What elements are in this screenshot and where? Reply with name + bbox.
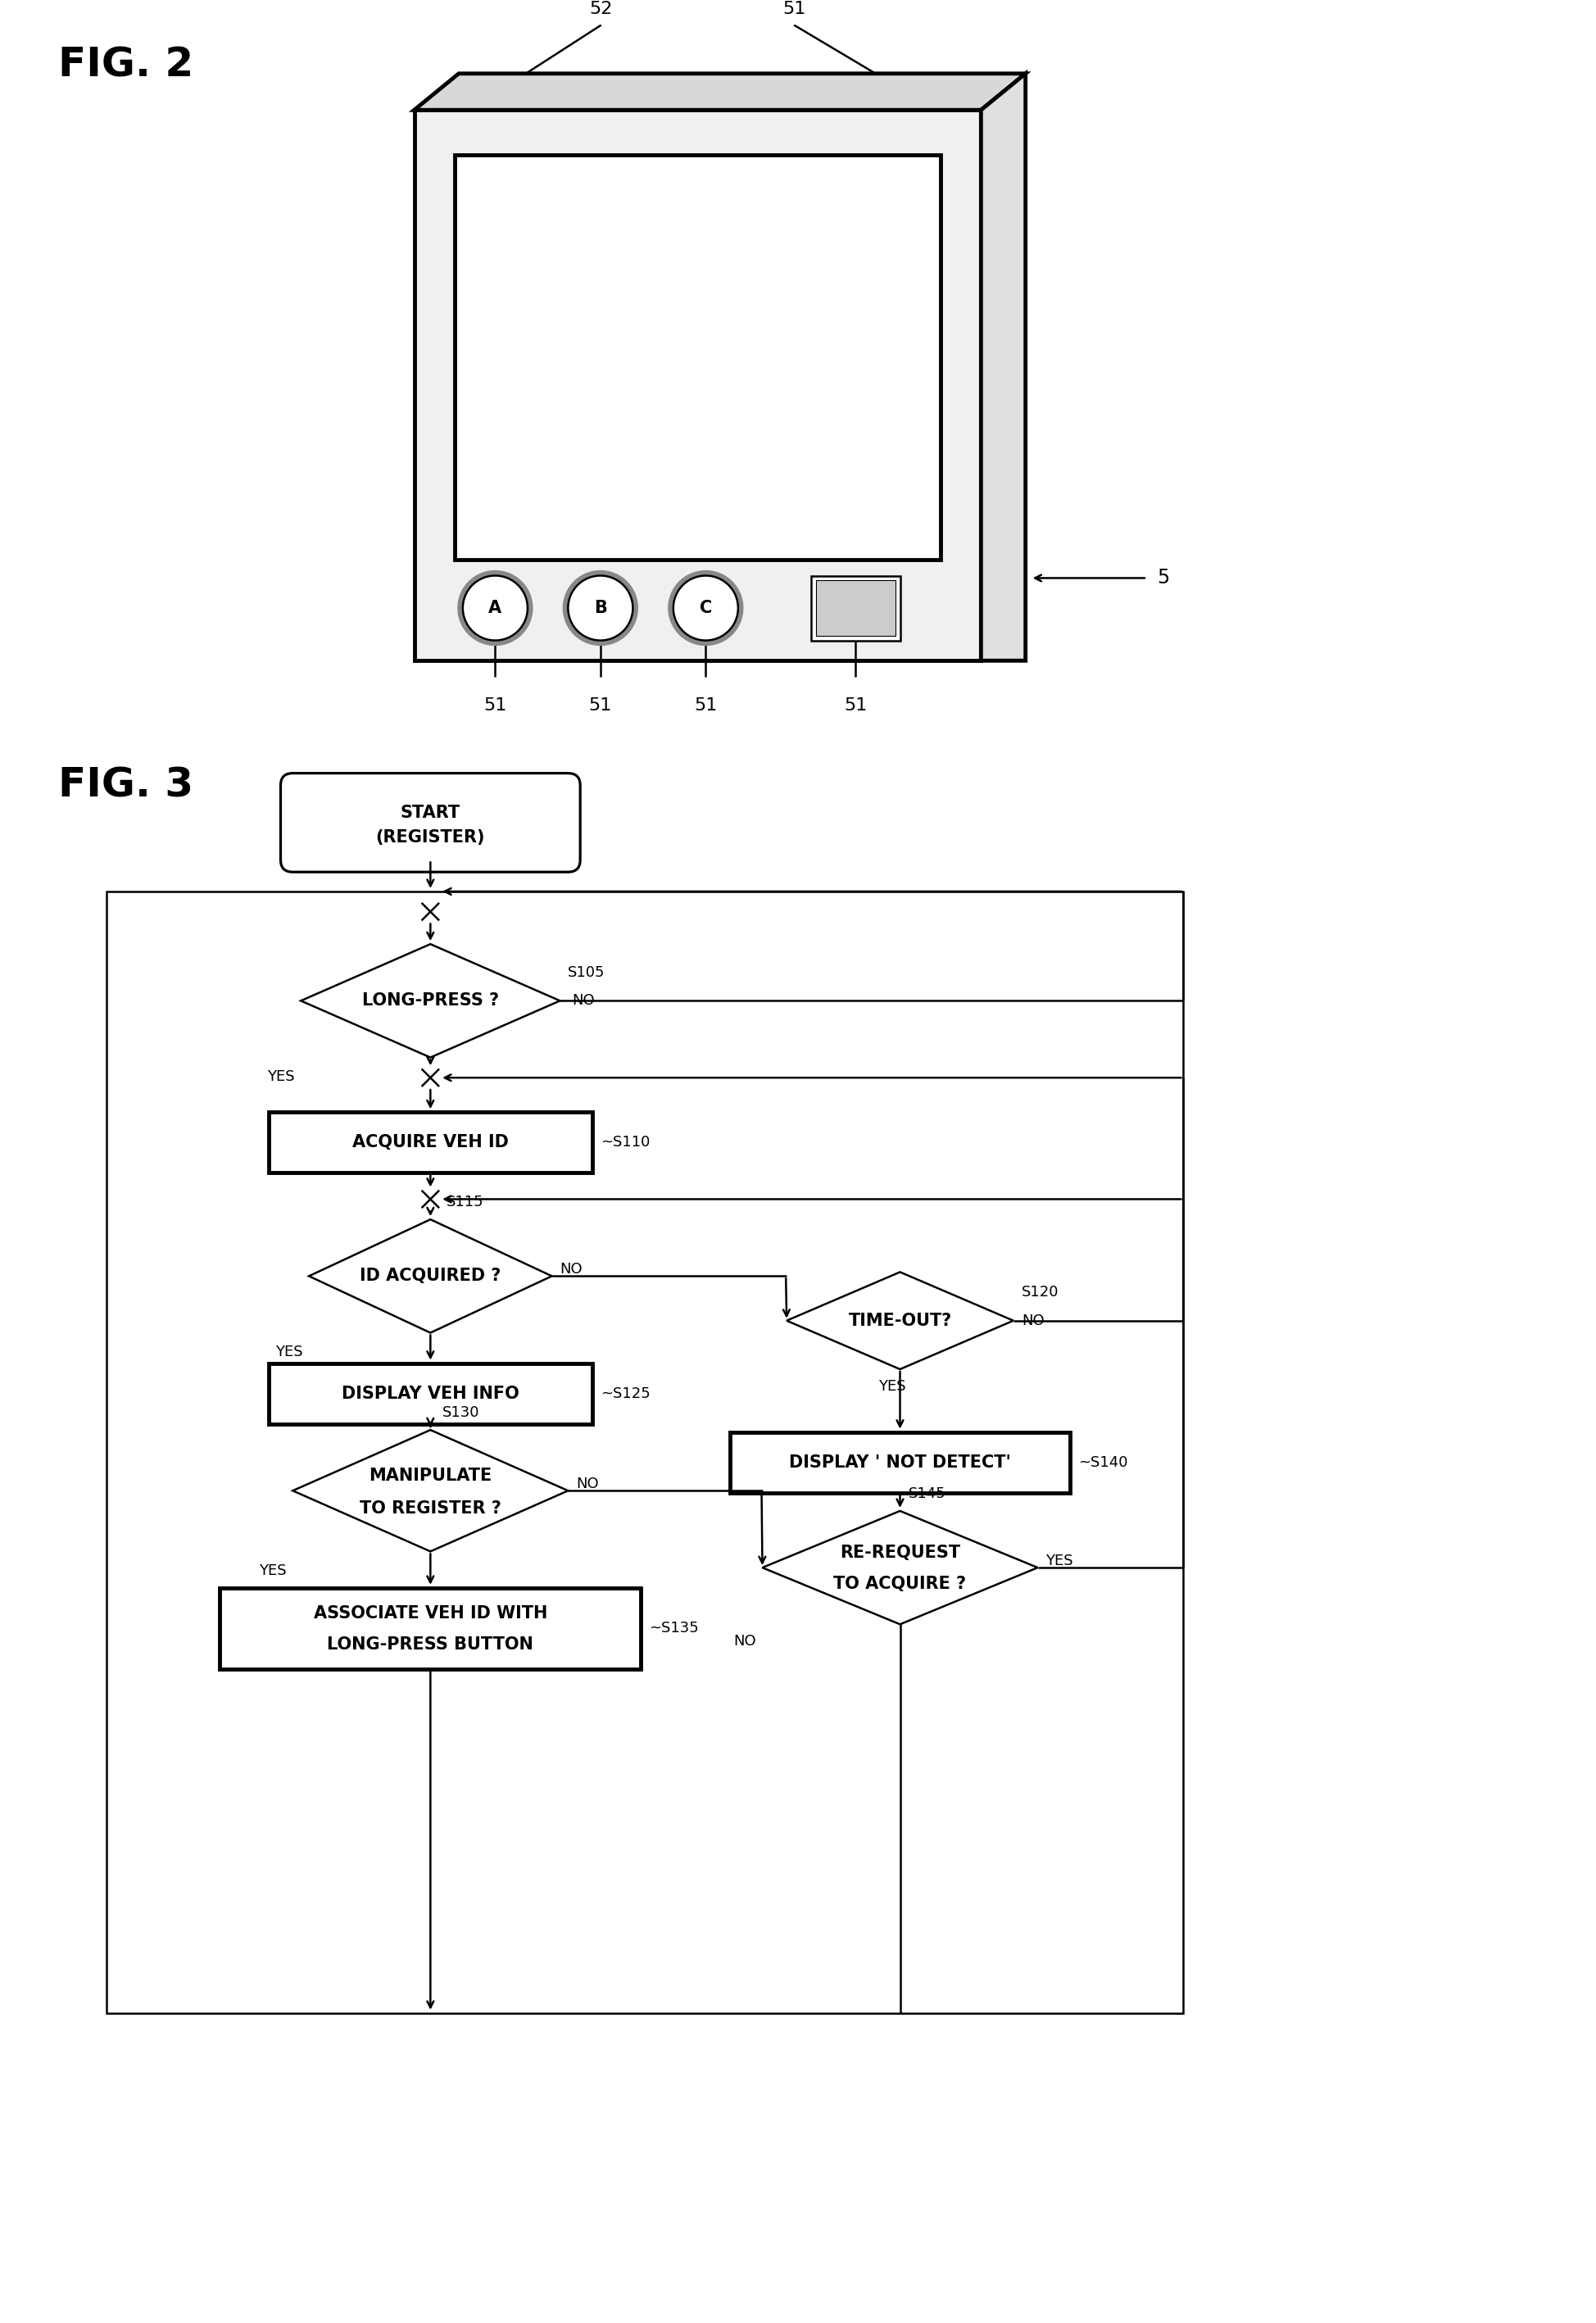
Text: S115: S115 [447, 1194, 484, 1210]
Text: MANIPULATE: MANIPULATE [369, 1468, 492, 1484]
Text: 51: 51 [484, 697, 506, 713]
FancyBboxPatch shape [281, 774, 579, 871]
Text: 51: 51 [843, 697, 867, 713]
Text: S145: S145 [908, 1487, 945, 1501]
Text: ~S135: ~S135 [648, 1621, 699, 1635]
Polygon shape [787, 1273, 1013, 1368]
Text: A: A [488, 599, 501, 616]
Polygon shape [292, 1431, 568, 1552]
Polygon shape [300, 943, 560, 1057]
Text: 52: 52 [589, 0, 613, 16]
Text: NO: NO [560, 1261, 583, 1278]
Text: ID ACQUIRED ?: ID ACQUIRED ? [359, 1268, 501, 1285]
Text: START: START [401, 804, 460, 820]
Text: S105: S105 [568, 964, 605, 980]
Text: TO REGISTER ?: TO REGISTER ? [359, 1501, 501, 1517]
FancyBboxPatch shape [413, 109, 980, 660]
Text: YES: YES [878, 1380, 905, 1394]
Text: ~S110: ~S110 [600, 1136, 650, 1150]
Text: 5: 5 [1156, 569, 1168, 588]
Text: FIG. 3: FIG. 3 [57, 767, 193, 806]
FancyBboxPatch shape [220, 1589, 640, 1668]
Text: C: C [699, 599, 712, 616]
Text: (REGISTER): (REGISTER) [375, 829, 485, 846]
Circle shape [669, 571, 742, 646]
Text: 51: 51 [589, 697, 611, 713]
Circle shape [463, 576, 527, 641]
Circle shape [674, 576, 737, 641]
Text: RE-REQUEST: RE-REQUEST [839, 1545, 959, 1561]
FancyBboxPatch shape [268, 1113, 592, 1173]
Text: NO: NO [576, 1477, 598, 1491]
Polygon shape [761, 1510, 1037, 1624]
Text: YES: YES [275, 1345, 302, 1359]
Text: LONG-PRESS ?: LONG-PRESS ? [362, 992, 498, 1008]
Circle shape [563, 571, 637, 646]
Circle shape [458, 571, 531, 646]
Text: TIME-OUT?: TIME-OUT? [847, 1312, 951, 1329]
Polygon shape [413, 74, 1025, 109]
Text: NO: NO [733, 1633, 755, 1649]
Text: DISPLAY ' NOT DETECT': DISPLAY ' NOT DETECT' [788, 1454, 1010, 1470]
Polygon shape [980, 74, 1025, 660]
Text: NO: NO [571, 994, 594, 1008]
Text: DISPLAY VEH INFO: DISPLAY VEH INFO [342, 1385, 519, 1401]
FancyBboxPatch shape [455, 156, 940, 560]
FancyBboxPatch shape [729, 1431, 1069, 1494]
Text: S120: S120 [1021, 1285, 1058, 1299]
Polygon shape [308, 1220, 552, 1333]
Text: ACQUIRE VEH ID: ACQUIRE VEH ID [353, 1134, 509, 1150]
Text: YES: YES [267, 1069, 294, 1085]
Text: 51: 51 [694, 697, 717, 713]
Text: ~S140: ~S140 [1077, 1454, 1127, 1470]
Text: B: B [594, 599, 606, 616]
FancyBboxPatch shape [811, 576, 900, 641]
Text: FIG. 2: FIG. 2 [57, 44, 193, 84]
Text: LONG-PRESS BUTTON: LONG-PRESS BUTTON [327, 1635, 533, 1652]
Text: YES: YES [1045, 1554, 1073, 1568]
Text: YES: YES [259, 1563, 286, 1577]
Text: TO ACQUIRE ?: TO ACQUIRE ? [833, 1575, 966, 1591]
Text: ASSOCIATE VEH ID WITH: ASSOCIATE VEH ID WITH [313, 1605, 547, 1621]
Text: NO: NO [1021, 1312, 1044, 1329]
Text: S130: S130 [442, 1405, 479, 1419]
Circle shape [568, 576, 632, 641]
Text: 51: 51 [782, 0, 804, 16]
Text: ~S125: ~S125 [600, 1387, 650, 1401]
FancyBboxPatch shape [816, 581, 895, 637]
FancyBboxPatch shape [268, 1364, 592, 1424]
